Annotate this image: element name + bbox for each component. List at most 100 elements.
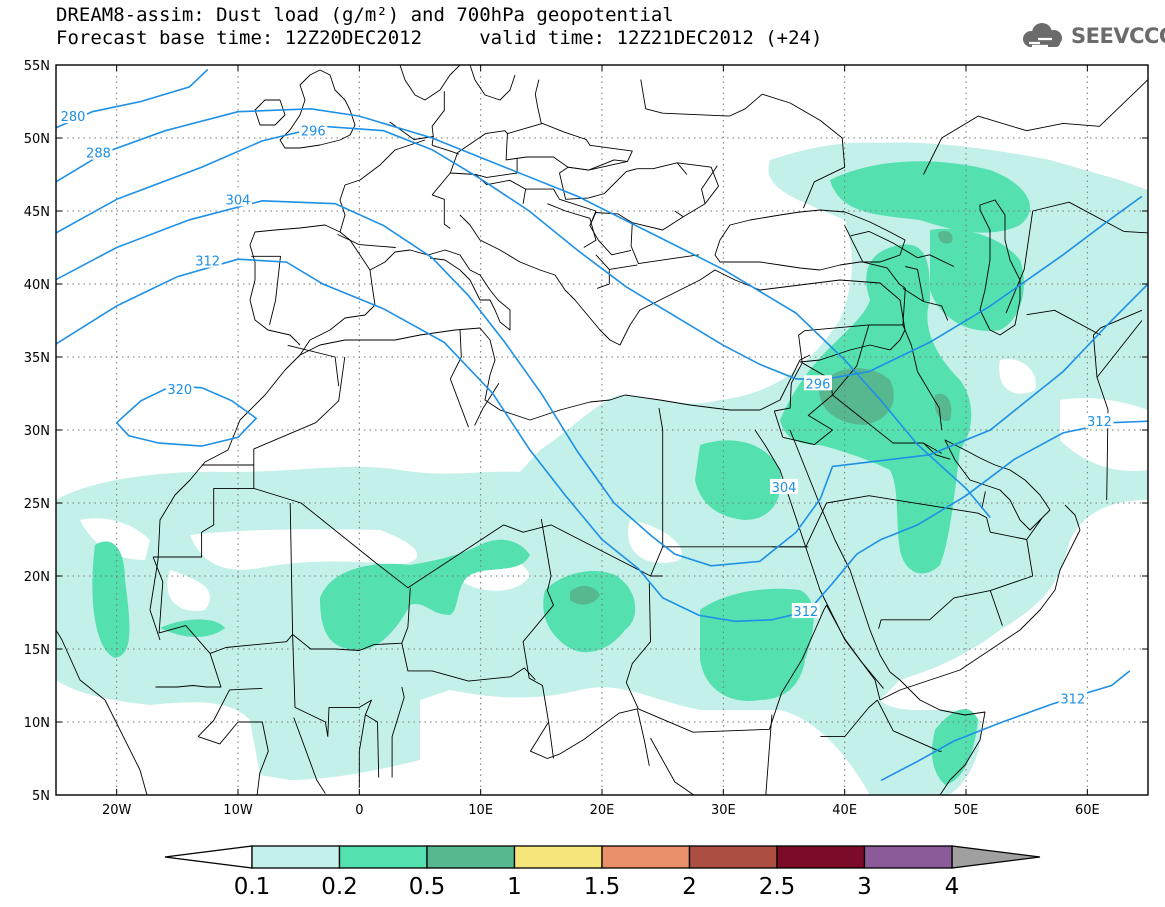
- country-border: [595, 254, 610, 289]
- colorbar-label: 0.1: [234, 874, 271, 900]
- contour-labels: 280 288 296 296 304 304 312 312 312 312 320: [58, 108, 1114, 708]
- contour-label: 320: [167, 383, 192, 398]
- contour-label: 296: [301, 125, 326, 140]
- country-border: [547, 203, 597, 248]
- coastline-black-sea: [714, 209, 906, 271]
- dust-class-0.5-area: [570, 230, 953, 605]
- coastline-arabia-south: [879, 504, 1081, 701]
- contour-label: 312: [1060, 693, 1085, 708]
- coastline-caspian: [979, 199, 1021, 336]
- colorbar-label: 4: [945, 874, 960, 900]
- contour-label: 312: [1087, 415, 1112, 430]
- geopotential-contour-312: [56, 258, 1148, 623]
- lon-tick-label: 0: [355, 803, 363, 818]
- lon-tick-label: 50E: [954, 803, 979, 818]
- country-border: [197, 721, 269, 795]
- dust-load-colorbar: 0.1 0.2 0.5 1 1.5 2 2.5 3 4: [164, 845, 1041, 900]
- country-border: [431, 144, 459, 155]
- country-border: [534, 79, 542, 124]
- contour-label: 312: [195, 255, 220, 270]
- country-border: [401, 643, 536, 682]
- lat-tick-label: 10N: [24, 716, 50, 731]
- country-border: [609, 264, 638, 270]
- map-axes: 20W 10W 0 10E 20E 30E 40E 50E 60E 55N 50N 45N 40N 35N…: [24, 59, 1148, 818]
- lon-tick-label: 40E: [832, 803, 857, 818]
- contour-label: 280: [61, 110, 86, 125]
- country-border: [287, 344, 340, 387]
- colorbar-label: 2: [682, 874, 697, 900]
- country-border: [773, 410, 784, 438]
- contour-label-bg: [770, 478, 798, 494]
- colorbar-swatch: [601, 845, 691, 869]
- country-border: [253, 356, 346, 465]
- country-border: [431, 194, 451, 229]
- country-border: [548, 721, 554, 759]
- lat-tick-label: 30N: [24, 424, 50, 439]
- geopotential-contour-320: [116, 385, 258, 447]
- country-border: [801, 604, 884, 689]
- dust-clear-gaps: [80, 359, 1148, 611]
- colorbar-label: 1: [507, 874, 522, 900]
- contour-label-bg: [58, 108, 87, 124]
- contour-label-bg: [1085, 413, 1114, 429]
- country-border: [637, 162, 688, 175]
- contour-label: 312: [793, 605, 818, 620]
- colorbar-under-arrow: [164, 845, 253, 869]
- country-border: [868, 699, 878, 708]
- colorbar-over-arrow: [951, 845, 1041, 869]
- contour-label-bg: [193, 252, 222, 268]
- country-border: [876, 699, 942, 752]
- coastline-france-italy: [339, 139, 511, 331]
- country-border: [844, 225, 864, 263]
- contour-label-bg: [84, 144, 113, 160]
- country-border: [449, 329, 469, 428]
- country-border: [905, 266, 924, 302]
- country-border: [505, 122, 633, 171]
- contour-label: 304: [772, 481, 797, 496]
- contour-label-bg: [1058, 690, 1087, 706]
- lon-tick-label: 60E: [1075, 803, 1100, 818]
- country-border: [850, 230, 955, 267]
- country-border: [902, 288, 949, 321]
- country-border: [1026, 517, 1043, 540]
- country-border: [981, 491, 986, 509]
- country-border: [152, 556, 222, 688]
- cloud-logo-icon: [1023, 23, 1062, 48]
- country-border: [201, 464, 663, 589]
- country-border: [475, 174, 527, 204]
- lon-tick-label: 20W: [102, 803, 132, 818]
- country-border: [765, 714, 773, 795]
- colorbar-label: 2.5: [759, 874, 796, 900]
- lon-tick-label: 10W: [223, 803, 253, 818]
- country-border: [327, 699, 372, 788]
- coastline-adriatic-balkans: [459, 214, 906, 363]
- country-border: [640, 79, 730, 117]
- colorbar-swatch: [513, 845, 603, 869]
- lat-tick-label: 5N: [32, 789, 50, 804]
- colorbar-label: 3: [857, 874, 872, 900]
- country-border: [251, 255, 281, 326]
- lat-tick-label: 55N: [24, 59, 50, 74]
- coastline-horn-of-africa: [889, 671, 986, 795]
- lat-tick-label: 15N: [24, 643, 50, 658]
- geopotential-contour-296: [56, 125, 1143, 380]
- country-border: [893, 442, 951, 460]
- contour-label: 288: [86, 147, 111, 162]
- lat-tick-label: 50N: [24, 132, 50, 147]
- chart-title: DREAM8-assim: Dust load (g/m²) and 700hP…: [56, 4, 674, 26]
- country-border: [292, 634, 329, 737]
- colorbar-label: 0.5: [409, 874, 446, 900]
- country-border: [197, 687, 263, 737]
- seevccc-logo: SEEVCCC: [1018, 22, 1165, 50]
- country-border: [820, 707, 870, 738]
- contour-label-bg: [299, 122, 328, 138]
- chart-header: DREAM8-assim: Dust load (g/m²) and 700hP…: [56, 4, 822, 50]
- geopotential-contour-288: [56, 107, 991, 519]
- lat-tick-label: 45N: [24, 205, 50, 220]
- geopotential-contour-312: [880, 670, 1131, 782]
- dust-load-shading: [56, 142, 1148, 795]
- country-border: [1005, 201, 1148, 314]
- contour-label-bg: [224, 191, 252, 207]
- lat-tick-label: 25N: [24, 497, 50, 512]
- country-border: [528, 677, 650, 766]
